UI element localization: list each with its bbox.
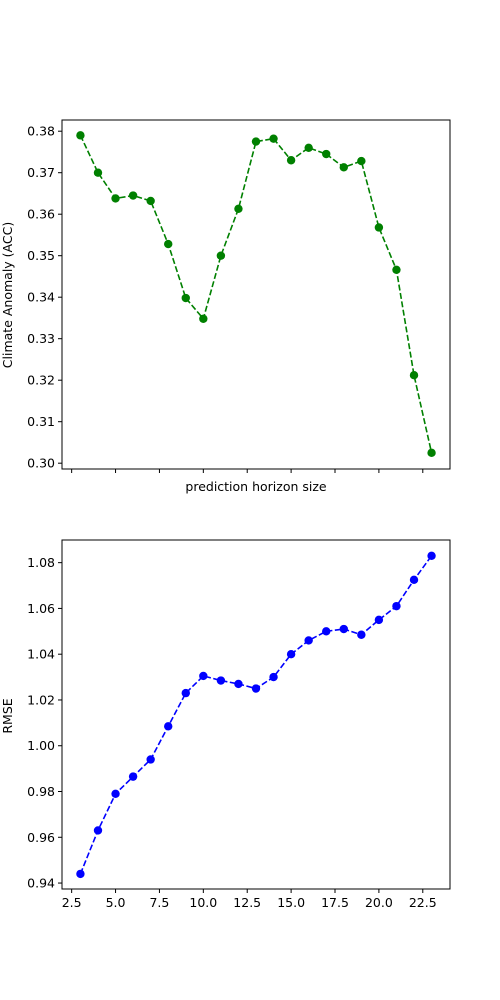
rmse-x-tick-label: 5.0	[106, 895, 126, 910]
acc-data-point	[427, 448, 436, 458]
rmse-data-point	[251, 684, 261, 693]
rmse-data-point	[392, 601, 401, 611]
rmse-x-tick-label: 7.5	[149, 895, 169, 910]
acc-data-point	[111, 194, 120, 203]
rmse-data-point	[164, 722, 173, 731]
rmse-data-point	[357, 630, 366, 639]
acc-y-tick-label: 0.36	[27, 207, 55, 222]
rmse-y-tick-label: 1.08	[27, 555, 55, 570]
acc-data-point	[322, 149, 331, 159]
acc-y-tick-label: 0.35	[27, 248, 55, 263]
acc-data-point	[339, 163, 348, 172]
rmse-y-tick-label: 1.04	[27, 647, 55, 662]
rmse-x-tick-label: 10.0	[189, 895, 217, 910]
acc-data-point	[392, 265, 401, 275]
acc-data-point	[93, 168, 103, 177]
acc-y-axis-label: Climate Anomaly (ACC)	[0, 222, 15, 368]
rmse-data-point	[128, 772, 138, 781]
acc-y-tick-label: 0.32	[27, 373, 55, 388]
acc-y-tick-label: 0.37	[27, 165, 55, 180]
acc-x-axis-label: prediction horizon size	[185, 479, 327, 494]
rmse-data-point	[269, 672, 278, 682]
rmse-panel: 2.5 5.0 7.5 10.0 12.5 15.0 17.5 20.0 22.5 0.94 0.9…	[0, 539, 451, 910]
acc-series-line	[79, 135, 433, 453]
rmse-data-point	[199, 671, 208, 681]
acc-plot-area: 0.30 0.31 0.32 0.33 0.34 0.35 0.36 0.37 0.38	[27, 124, 436, 473]
acc-data-point	[304, 143, 313, 153]
acc-y-tick-label: 0.30	[27, 456, 55, 471]
rmse-data-point	[409, 575, 419, 585]
rmse-data-point	[339, 624, 348, 634]
rmse-y-tick-label: 0.94	[27, 876, 55, 891]
rmse-x-tick-label: 22.5	[409, 895, 437, 910]
rmse-data-point	[216, 676, 226, 685]
rmse-x-tick-label: 15.0	[277, 895, 305, 910]
acc-data-point	[164, 239, 173, 249]
rmse-data-point	[111, 789, 120, 798]
rmse-y-tick-label: 0.98	[27, 784, 55, 799]
acc-data-point	[199, 314, 208, 323]
rmse-y-tick-label: 1.06	[27, 601, 55, 616]
rmse-data-point	[181, 688, 190, 698]
rmse-x-tick-label: 2.5	[62, 895, 82, 910]
acc-data-point	[357, 156, 366, 166]
acc-y-tick-label: 0.31	[27, 414, 55, 429]
rmse-data-point	[322, 627, 331, 636]
acc-data-point	[234, 204, 243, 214]
rmse-y-tick-label: 0.96	[27, 830, 55, 845]
rmse-data-point	[286, 649, 296, 659]
rmse-plot-area: 2.5 5.0 7.5 10.0 12.5 15.0 17.5 20.0 22.5 0.94 0.9…	[27, 551, 437, 910]
acc-data-point	[286, 156, 296, 165]
rmse-y-tick-label: 1.02	[27, 692, 55, 707]
rmse-data-point	[93, 826, 103, 835]
rmse-axes-frame	[61, 539, 451, 890]
rmse-data-point	[304, 636, 313, 645]
acc-data-point	[216, 251, 226, 260]
acc-data-point	[146, 196, 155, 206]
rmse-data-point	[427, 551, 436, 560]
rmse-y-axis-label: RMSE	[0, 698, 15, 733]
acc-data-point	[269, 134, 278, 143]
acc-panel: 0.30 0.31 0.32 0.33 0.34 0.35 0.36 0.37 0.38 pre…	[0, 119, 451, 494]
rmse-x-tick-label: 17.5	[321, 895, 349, 910]
rmse-x-tick-label: 12.5	[233, 895, 261, 910]
rmse-x-tick-label: 20.0	[365, 895, 393, 910]
acc-data-point	[374, 223, 384, 232]
rmse-y-tick-label: 1.00	[27, 738, 55, 753]
rmse-data-point	[234, 679, 243, 689]
rmse-data-point	[76, 869, 85, 879]
rmse-data-point	[146, 755, 155, 764]
acc-y-tick-label: 0.33	[27, 331, 55, 346]
acc-y-tick-label: 0.34	[27, 290, 55, 305]
rmse-data-point	[374, 615, 384, 625]
acc-data-point	[181, 293, 190, 303]
acc-data-point	[128, 191, 138, 200]
acc-axes-frame	[61, 119, 451, 470]
acc-data-point	[76, 131, 85, 140]
acc-data-point	[409, 371, 419, 380]
acc-data-point	[251, 137, 261, 146]
acc-y-tick-label: 0.38	[27, 124, 55, 139]
